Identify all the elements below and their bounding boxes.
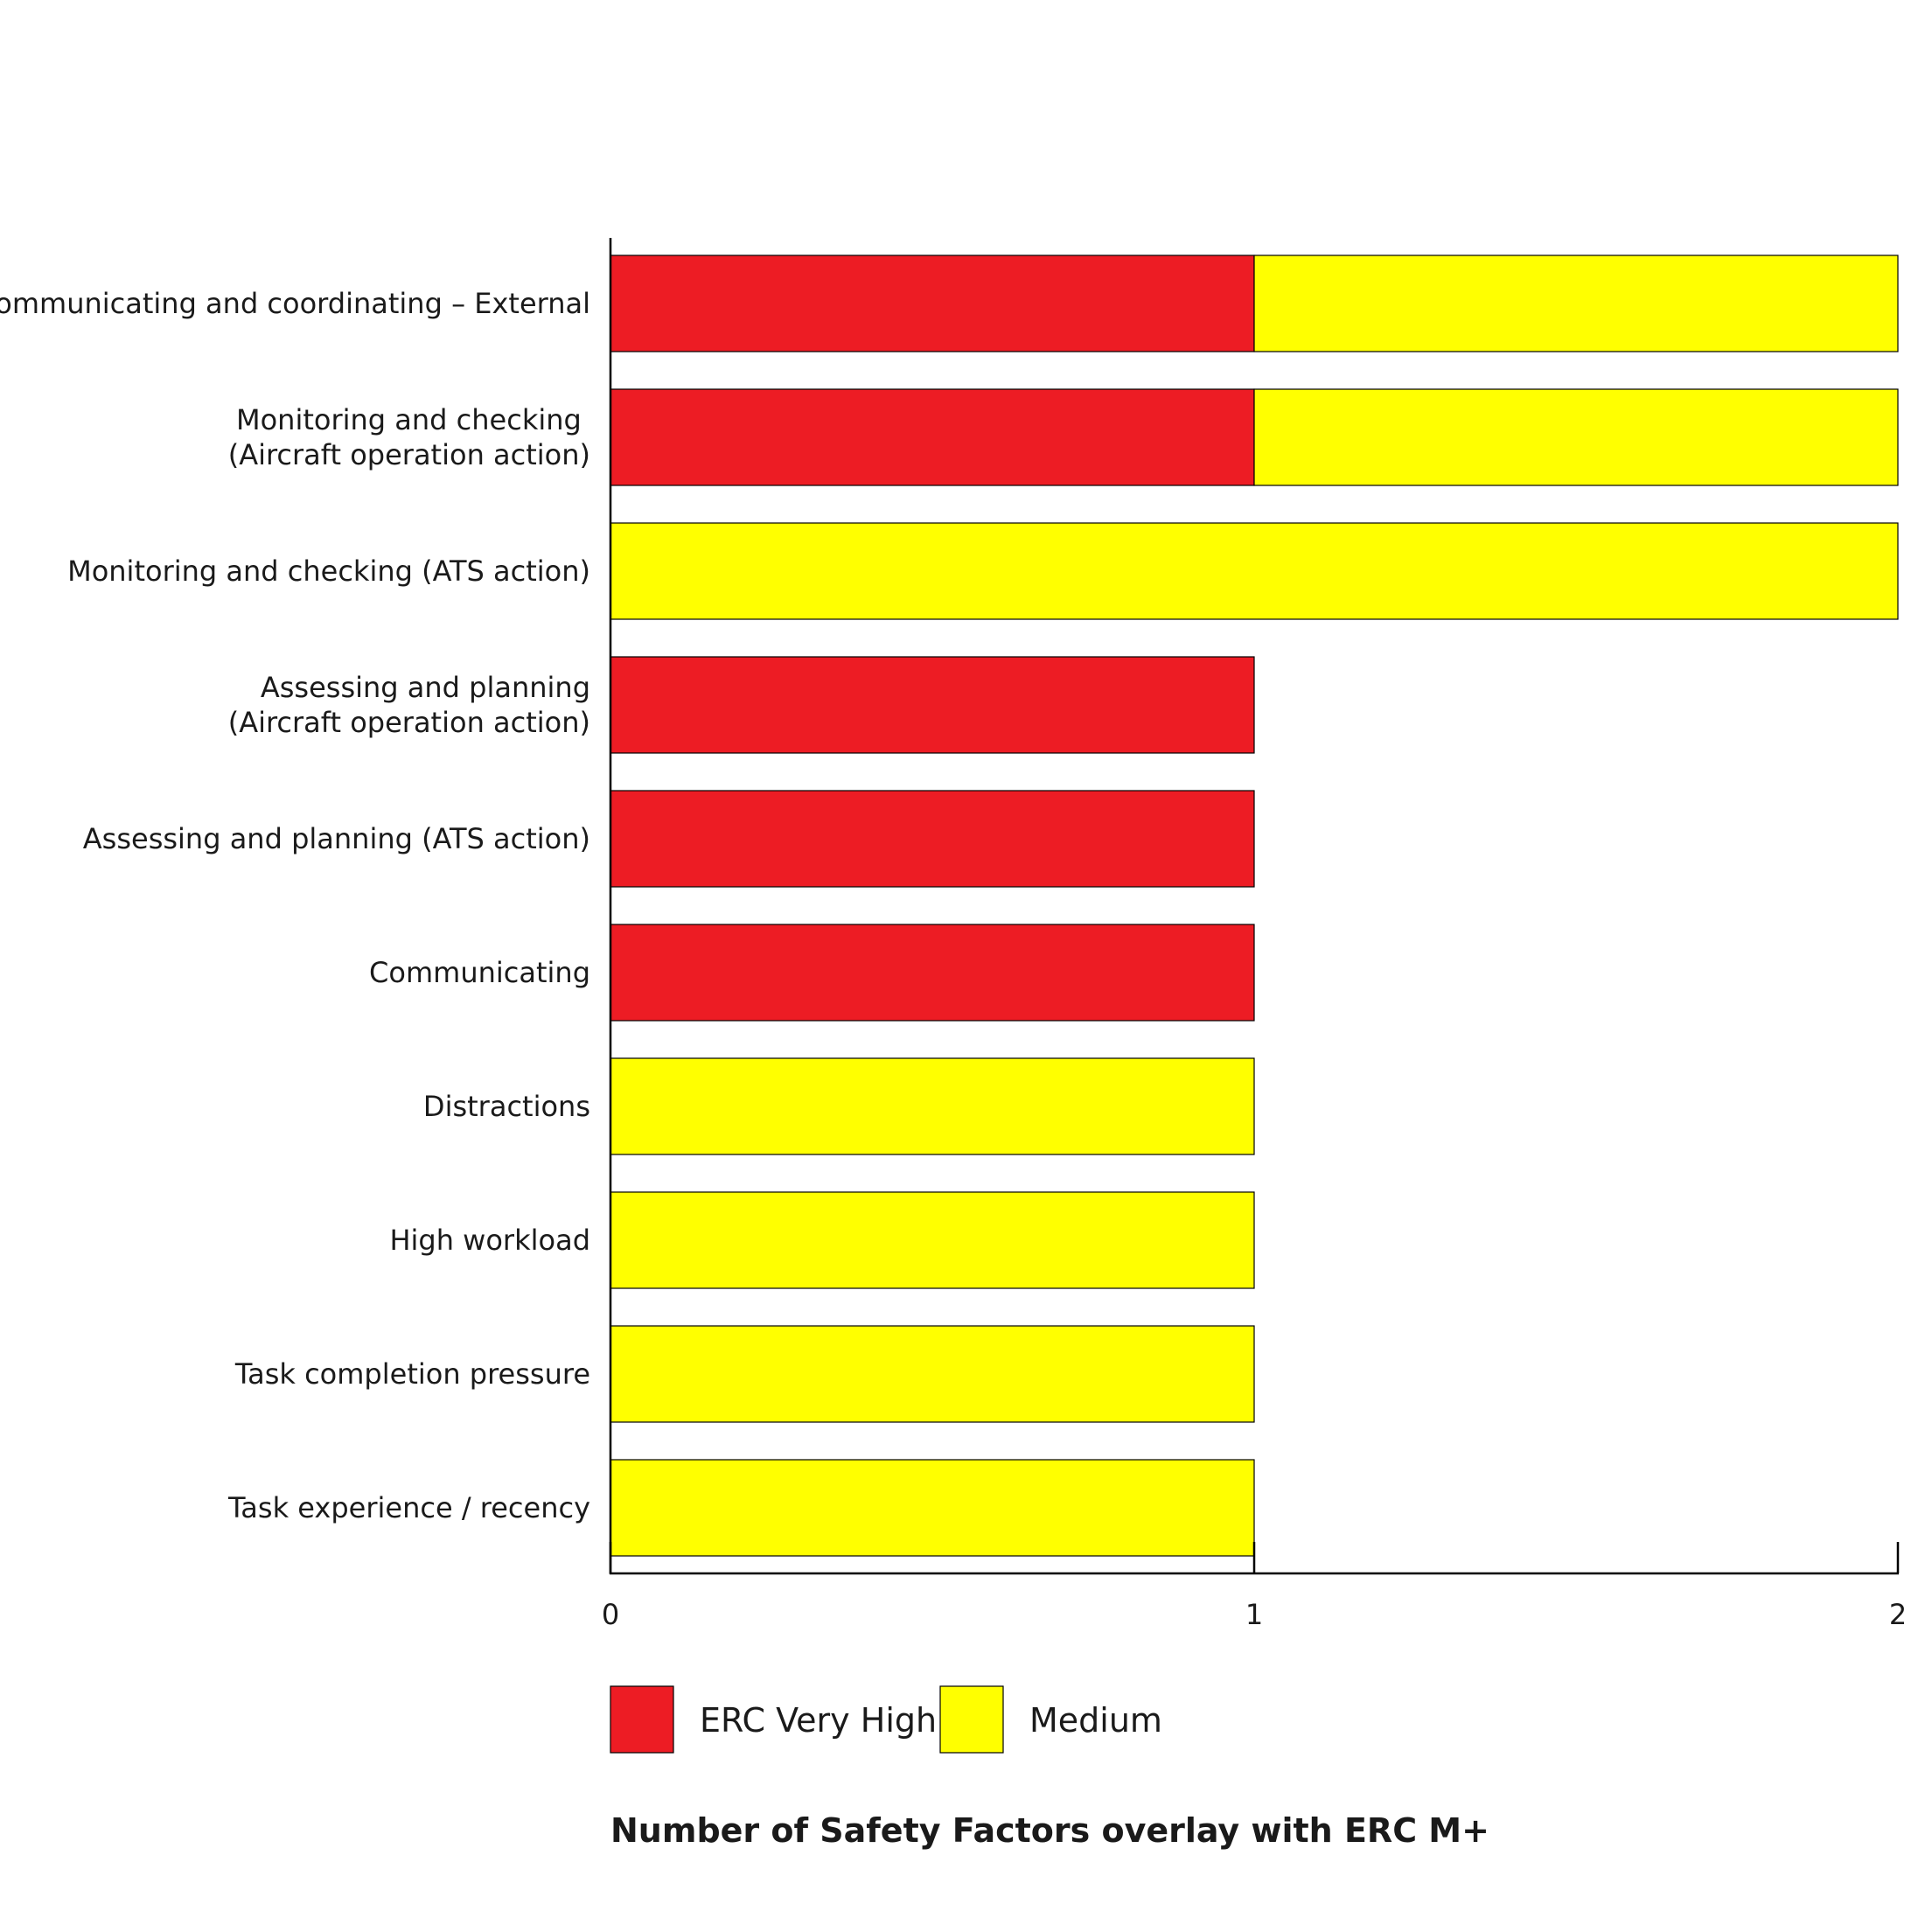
chart-title: Number of Safety Factors overlay with ER… <box>610 1811 1489 1850</box>
legend-label-erc-very-high: ERC Very High <box>700 1701 937 1740</box>
bar-medium-7 <box>610 1057 1255 1155</box>
category-label-4: Assessing and planning (Aircraft operatio… <box>228 671 590 739</box>
bar-medium-9 <box>610 1325 1255 1423</box>
category-label-3: Monitoring and checking (ATS action) <box>67 554 590 588</box>
bar-medium-8 <box>610 1191 1255 1289</box>
bar-erc-very-high-1 <box>610 255 1255 352</box>
bar-medium-10 <box>610 1459 1255 1557</box>
bar-medium-3 <box>610 522 1899 620</box>
x-tick-label-3: 2 <box>1889 1598 1907 1631</box>
category-label-1: Communicating and coordinating – Externa… <box>0 287 590 320</box>
x-tick-labels: 0 1 2 <box>602 1598 1907 1631</box>
legend-swatch-erc-very-high <box>610 1685 674 1754</box>
axes <box>609 238 1900 1575</box>
bar-medium-2 <box>1253 388 1899 486</box>
x-tick-label-1: 0 <box>602 1598 619 1631</box>
bar-erc-very-high-2 <box>610 388 1255 486</box>
category-label-9: Task completion pressure <box>234 1357 590 1391</box>
bar-medium-1 <box>1253 255 1899 352</box>
legend: ERC Very High Medium <box>610 1685 1162 1754</box>
category-labels: Communicating and coordinating – Externa… <box>0 287 590 1524</box>
bars-layer <box>610 255 1899 1557</box>
category-label-7: Distractions <box>423 1090 590 1123</box>
bar-erc-very-high-5 <box>610 790 1255 888</box>
category-label-6: Communicating <box>369 956 590 989</box>
legend-label-medium: Medium <box>1029 1701 1162 1740</box>
x-tick-label-2: 1 <box>1245 1598 1263 1631</box>
category-label-2: Monitoring and checking (Aircraft operat… <box>228 403 590 471</box>
category-label-8: High workload <box>389 1224 590 1257</box>
legend-swatch-medium <box>939 1685 1004 1754</box>
category-label-5: Assessing and planning (ATS action) <box>83 822 590 855</box>
bar-erc-very-high-4 <box>610 656 1255 754</box>
bar-erc-very-high-6 <box>610 924 1255 1022</box>
category-label-10: Task experience / recency <box>227 1491 590 1524</box>
